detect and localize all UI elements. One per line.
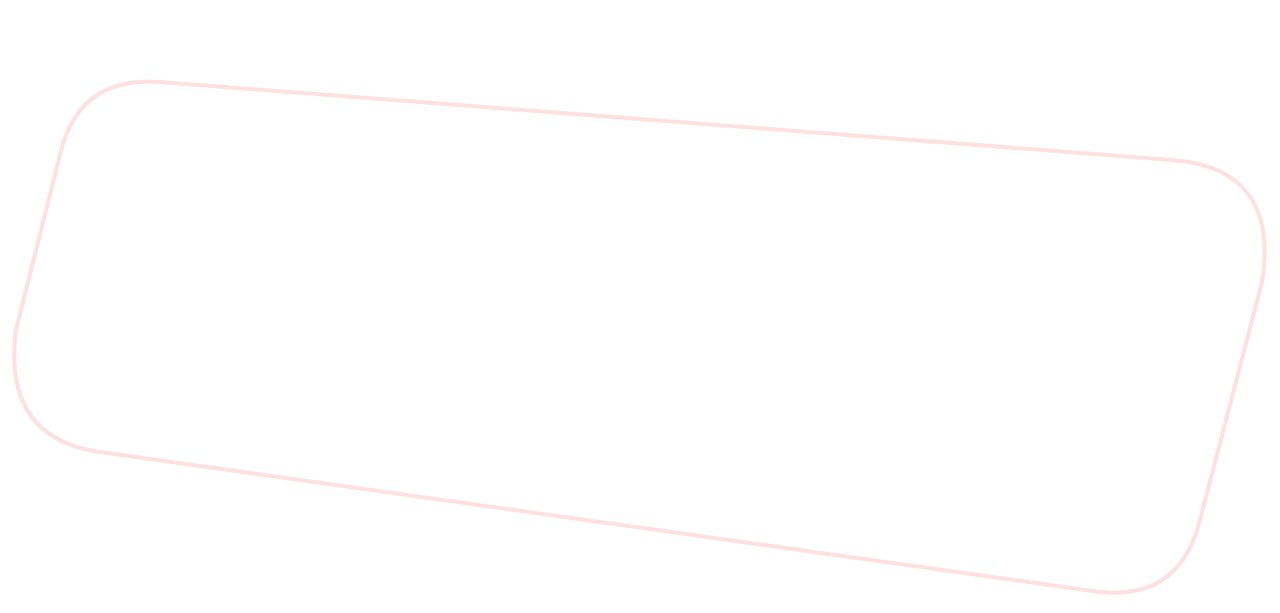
rounded-tilted-outline-shape (12, 79, 1267, 595)
